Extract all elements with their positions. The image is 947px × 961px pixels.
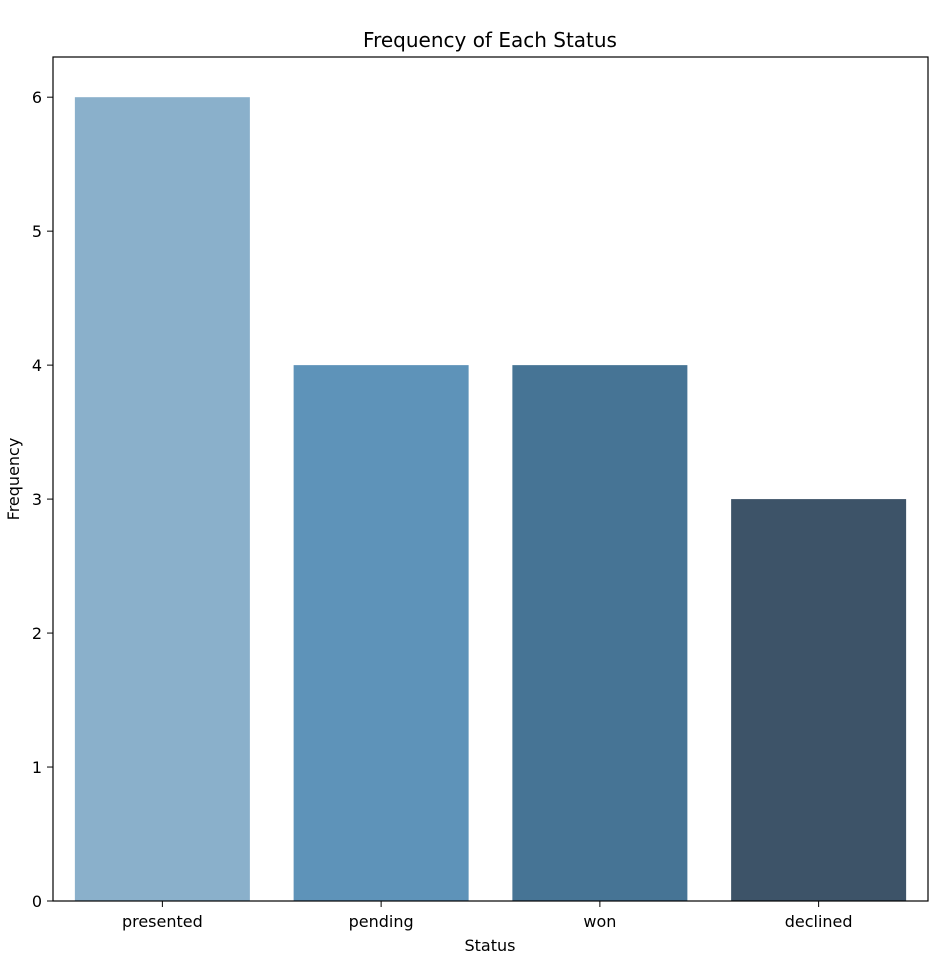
x-tick-label: declined <box>785 912 853 931</box>
plot-frame <box>52 56 929 902</box>
y-tick-label: 5 <box>32 222 42 241</box>
y-tick-label: 0 <box>32 892 42 911</box>
x-tick-label: won <box>583 912 616 931</box>
x-tick-label: pending <box>349 912 414 931</box>
bars-group <box>74 97 907 902</box>
x-axis-label: Status <box>465 936 516 955</box>
y-tick-label: 2 <box>32 624 42 643</box>
y-tick-label: 1 <box>32 758 42 777</box>
bar-pending <box>293 365 469 902</box>
y-tick-label: 6 <box>32 88 42 107</box>
bar-won <box>512 365 688 902</box>
x-ticks-group: presented pending won declined <box>122 901 853 931</box>
chart-title: Frequency of Each Status <box>363 28 617 52</box>
y-tick-label: 4 <box>32 356 42 375</box>
bar-presented <box>74 97 250 901</box>
bar-declined <box>731 499 907 901</box>
y-ticks-group: 0 1 2 3 4 5 6 <box>32 88 53 911</box>
y-tick-label: 3 <box>32 490 42 509</box>
x-tick-label: presented <box>122 912 203 931</box>
y-axis-label: Frequency <box>4 438 23 521</box>
